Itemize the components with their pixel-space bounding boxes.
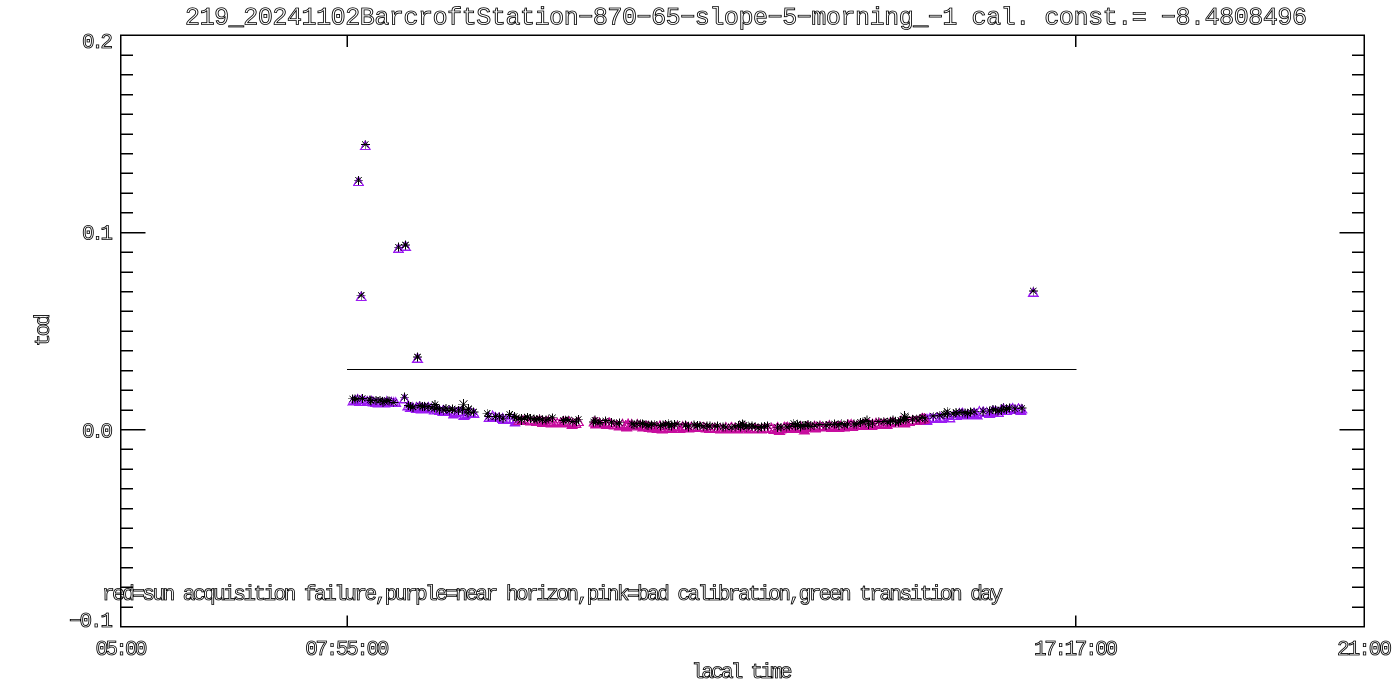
svg-text:07:55:00: 07:55:00 (305, 639, 389, 662)
svg-text:05:00: 05:00 (96, 639, 148, 662)
svg-text:219_20241102BarcroftStation−87: 219_20241102BarcroftStation−870−65−slope… (185, 4, 1307, 33)
svg-text:tod: tod (33, 314, 56, 347)
svg-text:0.0: 0.0 (82, 421, 113, 444)
svg-text:0.1: 0.1 (82, 224, 113, 247)
svg-text:−0.1: −0.1 (69, 611, 113, 634)
svg-text:17:17:00: 17:17:00 (1034, 639, 1118, 662)
svg-text:0.2: 0.2 (82, 32, 113, 55)
svg-text:lacal time: lacal time (692, 662, 793, 685)
svg-text:21:00: 21:00 (1337, 639, 1392, 662)
svg-text:red=sun acquisition failure,pu: red=sun acquisition failure,purple=near … (102, 584, 1003, 607)
